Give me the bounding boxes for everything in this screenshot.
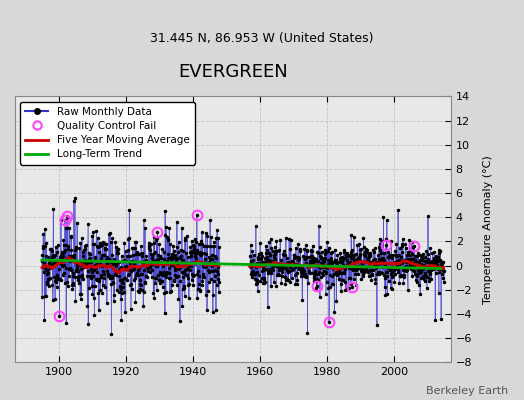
- Title: EVERGREEN: EVERGREEN: [178, 63, 288, 81]
- Legend: Raw Monthly Data, Quality Control Fail, Five Year Moving Average, Long-Term Tren: Raw Monthly Data, Quality Control Fail, …: [20, 102, 194, 164]
- Text: 31.445 N, 86.953 W (United States): 31.445 N, 86.953 W (United States): [150, 32, 374, 45]
- Text: Berkeley Earth: Berkeley Earth: [426, 386, 508, 396]
- Y-axis label: Temperature Anomaly (°C): Temperature Anomaly (°C): [483, 155, 493, 304]
